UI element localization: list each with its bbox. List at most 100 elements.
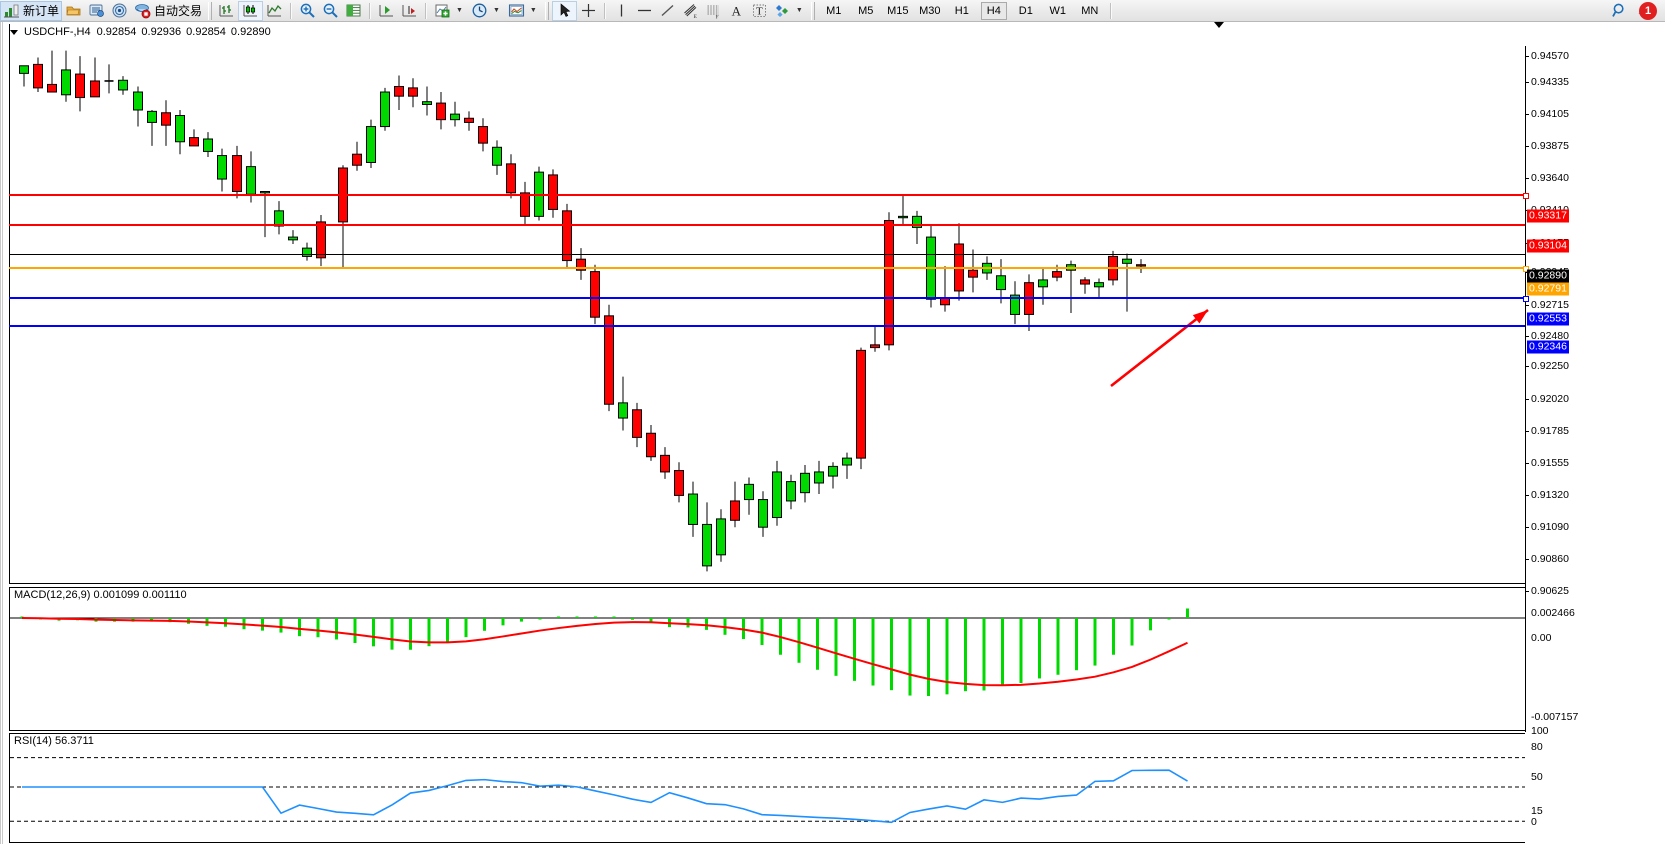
timeframe-h1-label: H1: [954, 4, 969, 17]
chevron-down-icon[interactable]: [10, 29, 18, 35]
period-separator-button[interactable]: ▼: [468, 1, 505, 21]
search-button[interactable]: [1608, 1, 1631, 21]
timeframe-m1[interactable]: M1: [821, 2, 847, 20]
symbol-header: USDCHF-,H4 0.92854 0.92936 0.92854 0.928…: [10, 26, 271, 38]
macd-histogram-bar: [945, 618, 949, 695]
macd-histogram-bar: [982, 618, 986, 691]
candle-body: [288, 236, 298, 241]
timeframe-m15[interactable]: M15: [885, 2, 911, 20]
bar-chart-button[interactable]: [215, 1, 238, 21]
last-price-label[interactable]: 0.92890: [1527, 269, 1569, 283]
candle-body: [772, 471, 782, 519]
equidistant-channel-button[interactable]: E: [679, 1, 702, 21]
tick-dash: [1525, 145, 1529, 147]
zoom-in-button[interactable]: [296, 1, 319, 21]
candle-body: [786, 481, 796, 502]
notification-button[interactable]: 1: [1633, 1, 1661, 21]
timeframe-group: M1 M5 M15 M30 H1 H4 D1 W1 MN: [818, 1, 1106, 20]
macd-histogram-bar: [316, 618, 320, 638]
timeframe-h4[interactable]: H4: [980, 1, 1007, 20]
pivot-label[interactable]: 0.92791: [1527, 282, 1569, 296]
rsi-axis-tick: 50: [1531, 771, 1543, 783]
line-chart-button[interactable]: [263, 1, 286, 21]
add-indicator-dropdown-arrow[interactable]: ▼: [456, 7, 463, 14]
timeframe-d1[interactable]: D1: [1013, 2, 1039, 20]
autotrade-button[interactable]: 自动交易: [131, 1, 205, 21]
trendline-button[interactable]: [656, 1, 679, 21]
terminal-icon: [88, 2, 105, 19]
chart-window[interactable]: MACD(12,26,9) 0.001099 0.001110 RSI(14) …: [0, 22, 1665, 844]
price-axis[interactable]: 0.945700.943350.941050.938750.936400.934…: [1525, 46, 1665, 844]
vertical-line-button[interactable]: [610, 1, 633, 21]
macd-series: [10, 608, 1526, 696]
tick-dash: [1525, 335, 1529, 337]
zoom-out-button[interactable]: [319, 1, 342, 21]
macd-pane[interactable]: MACD(12,26,9) 0.001099 0.001110: [9, 587, 1526, 731]
rsi-pane[interactable]: RSI(14) 56.3711: [9, 733, 1526, 843]
bar-chart-icon: [218, 2, 235, 19]
price-tick: 0.90860: [1525, 553, 1569, 565]
timeframe-m5[interactable]: M5: [853, 2, 879, 20]
price-tick-label: 0.91785: [1531, 425, 1569, 437]
period-dropdown-arrow[interactable]: ▼: [492, 7, 500, 14]
support-1-label[interactable]: 0.92553: [1527, 312, 1569, 326]
candle-body: [996, 275, 1006, 291]
timeframe-m30[interactable]: M30: [917, 2, 943, 20]
toolbar-grip-1[interactable]: [208, 1, 213, 20]
templates-button[interactable]: ▼: [505, 1, 542, 21]
candle-body: [133, 91, 143, 111]
macd-histogram-bar: [742, 618, 745, 640]
candle-body: [604, 315, 614, 405]
price-axis-line: [1525, 46, 1526, 732]
timeframe-mn-label: MN: [1081, 4, 1099, 17]
text-label-button[interactable]: A: [725, 1, 748, 21]
fibonacci-retracement-button[interactable]: F: [702, 1, 725, 21]
rsi-line: [22, 769, 1188, 824]
timeframe-w1[interactable]: W1: [1045, 2, 1071, 20]
resistance-2-label[interactable]: 0.93104: [1527, 239, 1569, 253]
price-tick-label: 0.90625: [1531, 585, 1569, 597]
chart-shift-marker[interactable]: [1214, 22, 1224, 28]
crosshair-button[interactable]: [577, 1, 600, 21]
candle-body: [175, 115, 185, 143]
candle-body: [118, 79, 128, 91]
price-pane[interactable]: [9, 24, 1525, 584]
text-box-button[interactable]: T: [748, 1, 771, 21]
new-order-button[interactable]: 新订单: [0, 0, 63, 21]
candlestick-chart-button[interactable]: [238, 0, 264, 21]
timeframe-h1[interactable]: H1: [949, 2, 975, 20]
tick-dash: [1525, 462, 1529, 464]
candle-body: [1038, 279, 1048, 288]
macd-histogram-bar: [20, 616, 24, 618]
price-tick-label: 0.93875: [1531, 140, 1569, 152]
data-window-button[interactable]: [342, 1, 365, 21]
tick-dash: [1525, 526, 1529, 528]
terminal-button[interactable]: [85, 1, 108, 21]
support-2-label[interactable]: 0.92346: [1527, 340, 1569, 354]
toolbar-grip-3[interactable]: [810, 1, 815, 20]
macd-histogram-bar: [261, 618, 264, 631]
toolbar-divider-5: [1109, 2, 1112, 19]
resistance-1-label[interactable]: 0.93317: [1527, 209, 1569, 223]
add-indicator-button[interactable]: ▼: [431, 1, 468, 21]
objects-dropdown-arrow[interactable]: ▼: [795, 7, 803, 14]
chart-shift-button[interactable]: [398, 1, 421, 21]
candle-body: [19, 65, 29, 74]
trendline-icon: [659, 2, 676, 19]
tick-dash: [1525, 365, 1529, 367]
candle-body: [688, 493, 698, 525]
objects-button[interactable]: ▼: [771, 1, 808, 21]
templates-dropdown-arrow[interactable]: ▼: [529, 7, 537, 14]
folder-button[interactable]: [62, 1, 85, 21]
candle-body: [203, 138, 213, 152]
candle-body: [646, 432, 656, 458]
signals-button[interactable]: [108, 1, 131, 21]
toolbar-grip-2[interactable]: [544, 1, 549, 20]
auto-scroll-button[interactable]: [375, 1, 398, 21]
bullish-arrow-annotation[interactable]: [9, 24, 1525, 584]
timeframe-mn[interactable]: MN: [1077, 2, 1103, 20]
horizontal-line-button[interactable]: [633, 1, 656, 21]
candle-body: [189, 137, 199, 147]
cursor-button[interactable]: [551, 0, 577, 21]
macd-histogram-bar: [594, 616, 597, 618]
